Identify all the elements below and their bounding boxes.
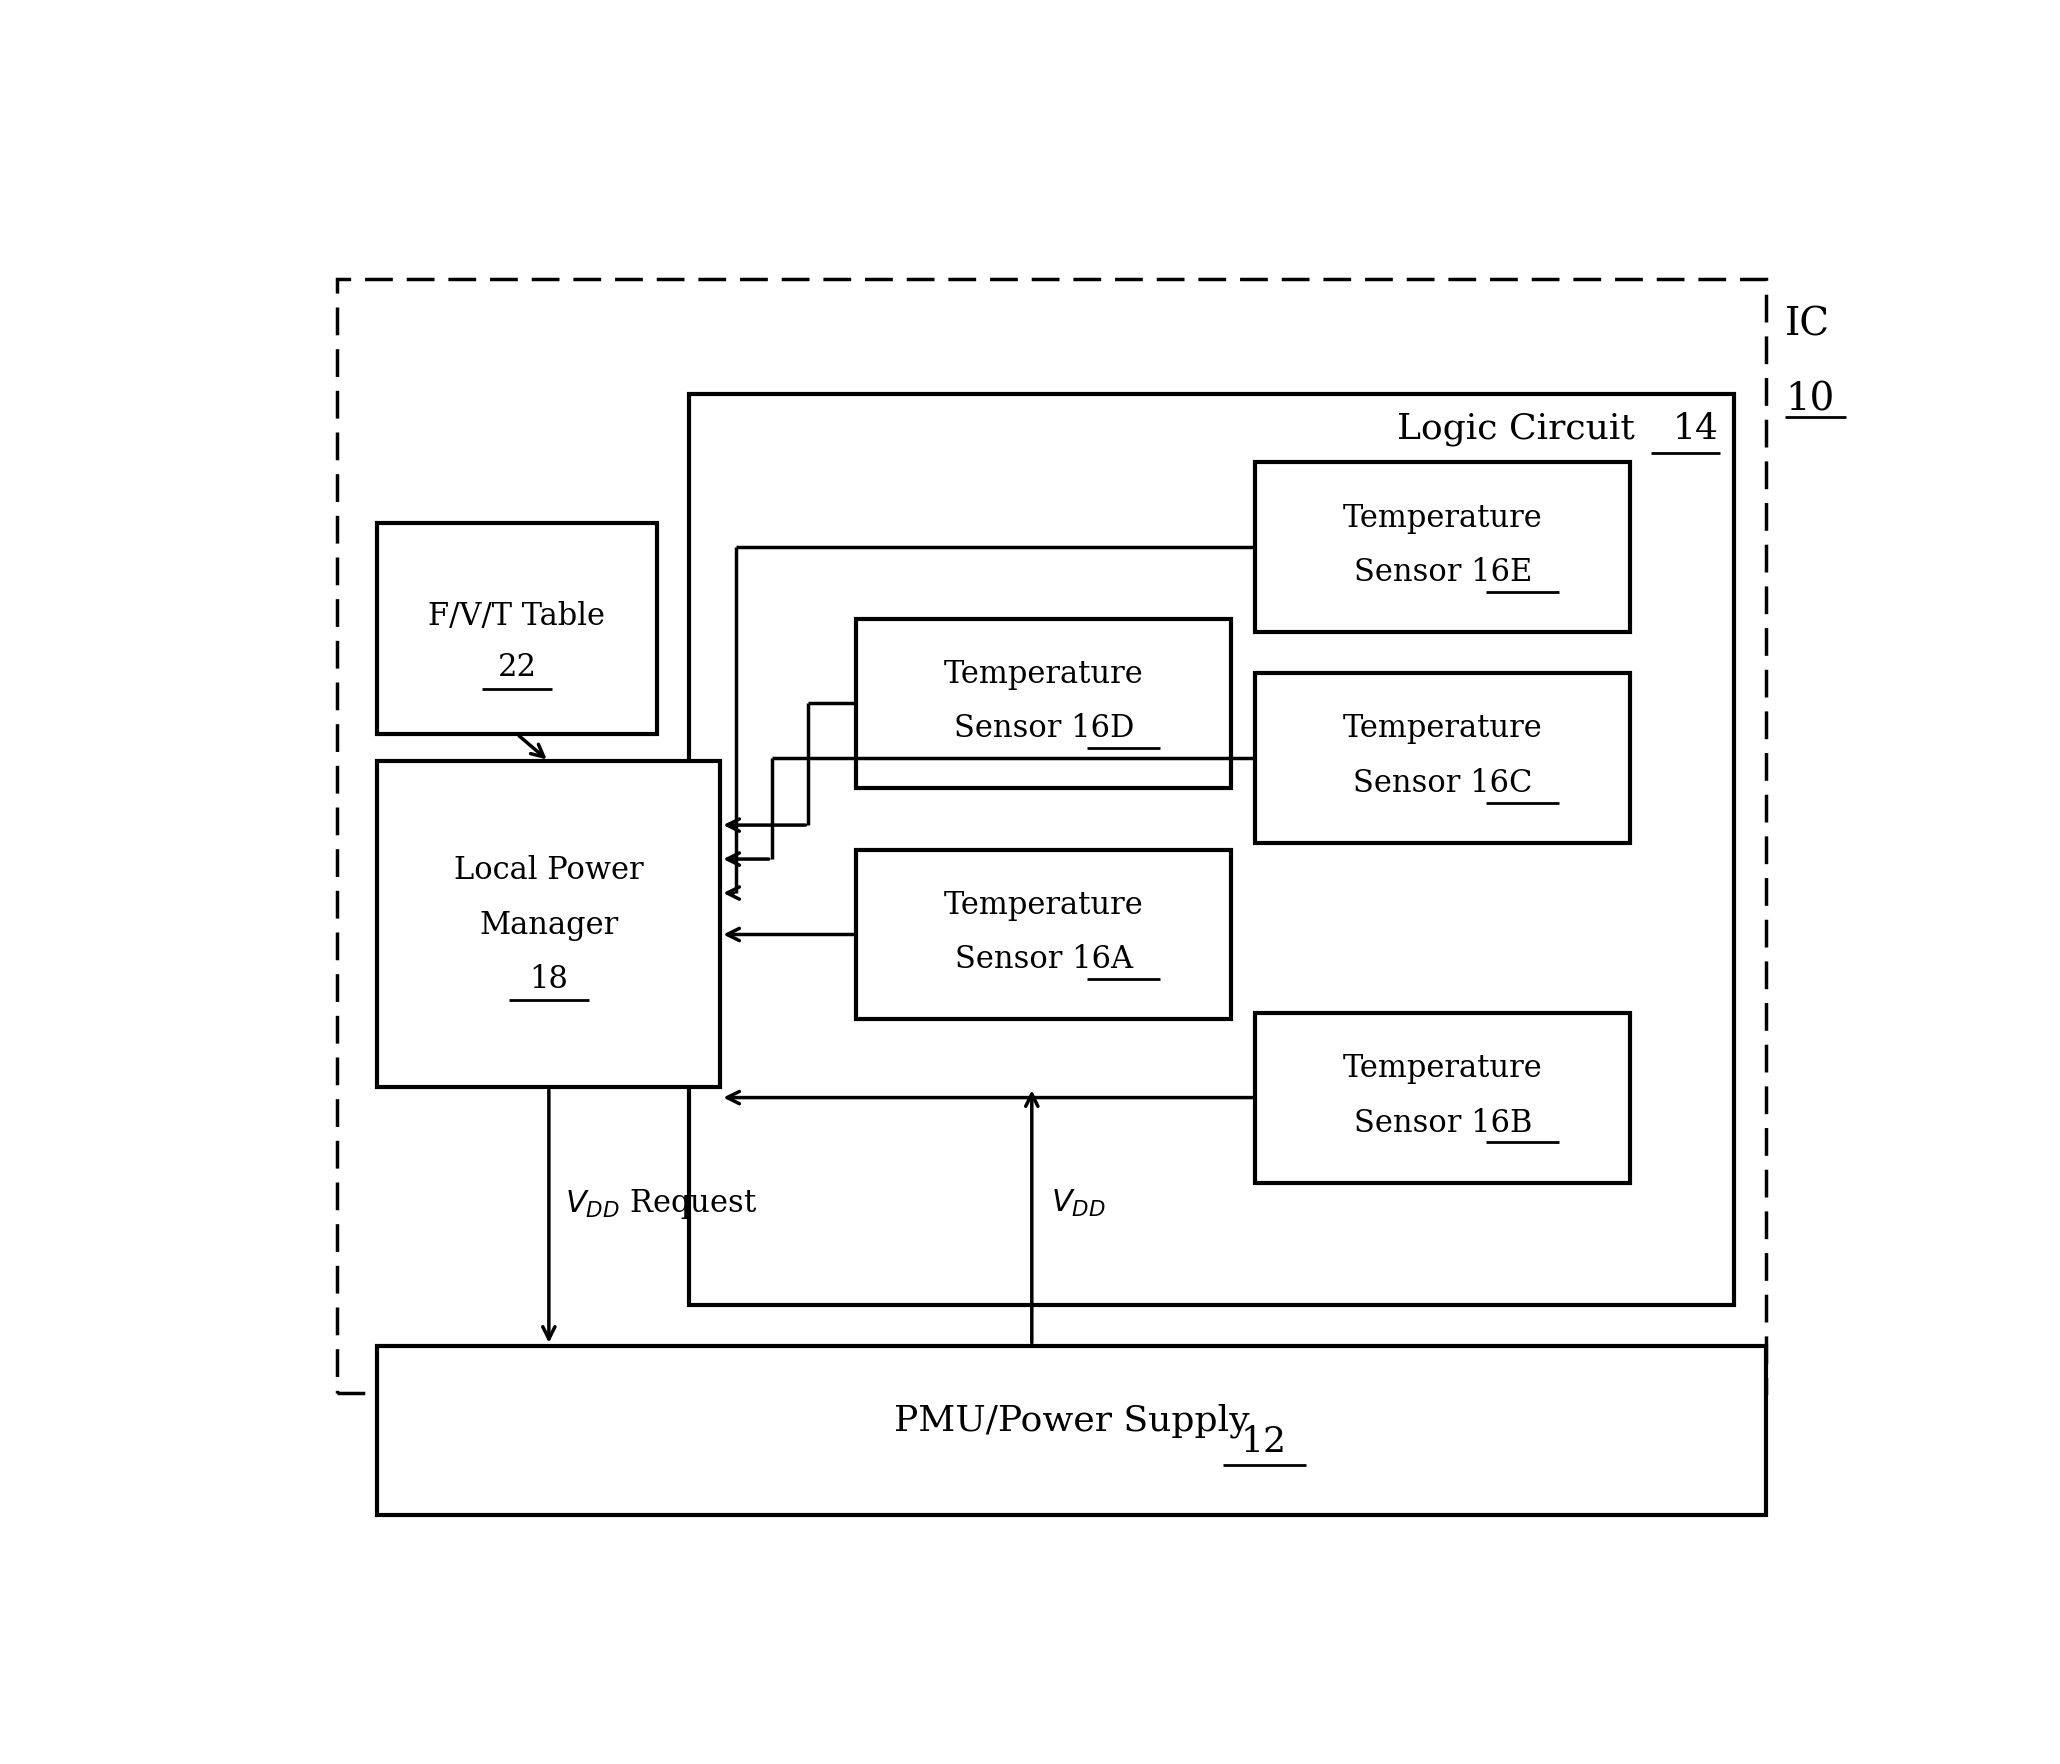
Text: 22: 22 <box>496 653 536 683</box>
Text: 10: 10 <box>1786 381 1835 418</box>
Bar <box>857 850 1232 1020</box>
Text: Manager: Manager <box>480 908 618 940</box>
Text: IC: IC <box>1786 307 1831 344</box>
Text: $\mathit{V}_{DD}$: $\mathit{V}_{DD}$ <box>1051 1187 1106 1219</box>
Bar <box>377 524 657 734</box>
Text: 18: 18 <box>529 963 569 995</box>
Text: Temperature: Temperature <box>943 658 1143 690</box>
Text: Temperature: Temperature <box>1343 713 1543 744</box>
Text: Sensor 16E: Sensor 16E <box>1353 557 1533 587</box>
Text: Temperature: Temperature <box>1343 1053 1543 1083</box>
Bar <box>1255 462 1632 633</box>
Bar <box>377 1346 1765 1515</box>
Text: Logic Circuit: Logic Circuit <box>1397 413 1646 446</box>
Bar <box>338 280 1765 1394</box>
Text: 12: 12 <box>1240 1425 1285 1459</box>
Text: Sensor 16D: Sensor 16D <box>954 713 1133 744</box>
Bar <box>688 395 1735 1305</box>
Text: Sensor 16A: Sensor 16A <box>954 944 1133 975</box>
Bar <box>857 619 1232 789</box>
Text: Temperature: Temperature <box>1343 503 1543 533</box>
Text: PMU/Power Supply: PMU/Power Supply <box>894 1402 1250 1438</box>
Text: $\mathit{V}_{DD}$ Request: $\mathit{V}_{DD}$ Request <box>564 1185 756 1221</box>
Text: 14: 14 <box>1673 413 1718 446</box>
Text: Sensor 16B: Sensor 16B <box>1353 1108 1533 1138</box>
Text: Sensor 16C: Sensor 16C <box>1353 767 1533 799</box>
Text: Temperature: Temperature <box>943 889 1143 921</box>
Bar <box>1255 674 1632 843</box>
Bar <box>377 762 721 1088</box>
Bar <box>1255 1013 1632 1184</box>
Text: F/V/T Table: F/V/T Table <box>428 600 606 632</box>
Text: Local Power: Local Power <box>453 856 643 886</box>
